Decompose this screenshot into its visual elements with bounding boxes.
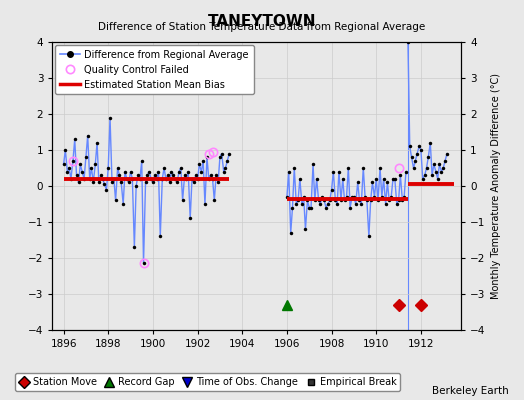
Legend: Difference from Regional Average, Quality Control Failed, Estimated Station Mean: Difference from Regional Average, Qualit… xyxy=(56,45,254,94)
Legend: Station Move, Record Gap, Time of Obs. Change, Empirical Break: Station Move, Record Gap, Time of Obs. C… xyxy=(15,373,400,391)
Text: Berkeley Earth: Berkeley Earth xyxy=(432,386,508,396)
Text: TANEYTOWN: TANEYTOWN xyxy=(208,14,316,29)
Text: Difference of Station Temperature Data from Regional Average: Difference of Station Temperature Data f… xyxy=(99,22,425,32)
Y-axis label: Monthly Temperature Anomaly Difference (°C): Monthly Temperature Anomaly Difference (… xyxy=(491,73,501,299)
